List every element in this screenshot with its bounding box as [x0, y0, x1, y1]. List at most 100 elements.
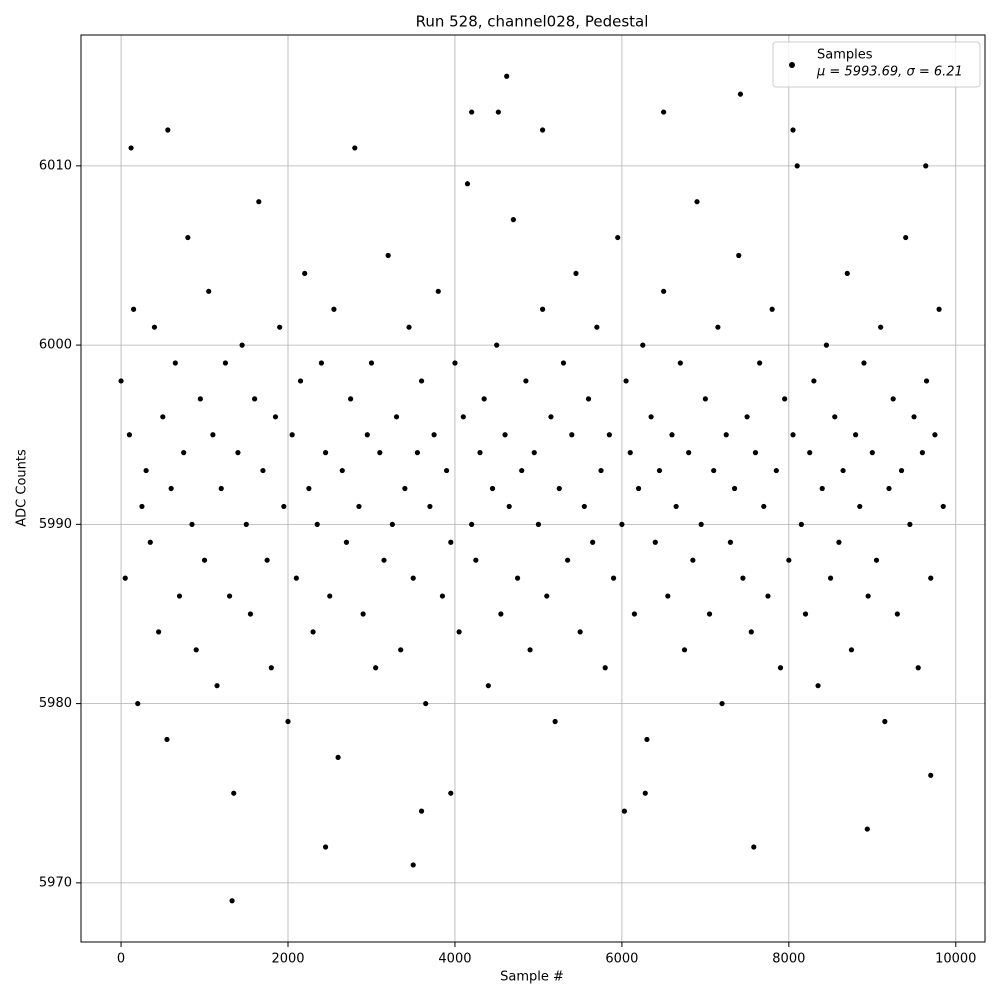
data-point [289, 432, 295, 438]
data-point [786, 557, 792, 563]
data-point [861, 360, 867, 366]
data-point [469, 521, 475, 527]
data-point [548, 414, 554, 420]
data-point [527, 647, 533, 653]
data-point [873, 557, 880, 563]
data-point [439, 593, 446, 599]
data-point [226, 593, 233, 599]
data-point [635, 485, 642, 492]
data-point [368, 360, 375, 366]
y-tick-label: 5990 [39, 517, 72, 532]
data-point [715, 324, 721, 330]
data-point [631, 611, 638, 617]
data-point [418, 808, 425, 814]
data-point [410, 575, 416, 581]
data-point [118, 378, 124, 384]
data-point [790, 127, 796, 133]
x-tick-label: 6000 [605, 952, 638, 967]
data-point [418, 378, 425, 384]
data-point [777, 665, 784, 671]
data-point [928, 575, 934, 581]
data-point [752, 450, 759, 456]
data-point [523, 378, 529, 384]
data-point [694, 199, 700, 205]
data-point [585, 396, 592, 402]
data-point [381, 557, 387, 563]
data-point [318, 360, 324, 366]
data-point [621, 808, 628, 814]
data-point [165, 127, 171, 133]
data-point [364, 432, 370, 438]
y-tick-label: 6010 [39, 158, 72, 173]
data-point [235, 450, 241, 456]
data-point [886, 485, 892, 492]
data-point [932, 432, 938, 438]
data-point [243, 521, 249, 527]
data-point [218, 485, 224, 492]
data-point [160, 414, 166, 420]
data-point [469, 109, 475, 115]
data-point [122, 575, 128, 581]
data-point [473, 557, 479, 563]
data-point [644, 736, 650, 743]
x-tick-label: 0 [117, 952, 125, 967]
data-point [642, 790, 648, 796]
data-point [790, 432, 796, 438]
data-point [811, 378, 817, 384]
y-tick-label: 5980 [39, 696, 72, 711]
data-point [229, 898, 235, 904]
data-point [539, 127, 546, 133]
data-point [277, 324, 283, 330]
legend-box [772, 41, 981, 88]
data-point [164, 736, 170, 743]
data-point [210, 432, 216, 438]
data-point [495, 109, 501, 115]
data-point [247, 611, 254, 617]
data-point [661, 109, 667, 115]
data-point [556, 485, 562, 492]
data-point [686, 450, 692, 456]
data-point [539, 306, 546, 312]
data-point [414, 450, 420, 456]
data-point [748, 629, 754, 635]
data-point [519, 467, 525, 474]
data-point [360, 611, 366, 617]
data-point [827, 575, 834, 581]
data-point [623, 378, 629, 384]
data-point [594, 324, 600, 330]
data-point [377, 450, 383, 456]
data-point [627, 450, 633, 456]
data-point [385, 252, 391, 259]
data-point [176, 593, 183, 599]
x-tick-label: 10000 [935, 952, 976, 967]
data-point [306, 485, 312, 492]
data-point [690, 557, 696, 563]
data-point [435, 288, 441, 294]
data-point [577, 629, 583, 635]
data-point [373, 665, 379, 671]
data-point [410, 862, 416, 868]
data-point [773, 467, 779, 474]
data-point [602, 665, 608, 671]
data-point [794, 163, 800, 169]
data-point [494, 342, 500, 348]
data-point [239, 342, 245, 348]
data-point [598, 467, 604, 474]
data-point [903, 234, 909, 241]
data-point [615, 234, 621, 241]
data-point [427, 503, 433, 510]
chart-title: Run 528, channel028, Pedestal [416, 13, 649, 31]
legend-marker [789, 62, 795, 68]
data-point [535, 521, 542, 527]
data-point [853, 432, 859, 438]
data-point [740, 575, 746, 581]
data-point [181, 450, 187, 456]
data-point [919, 450, 925, 456]
data-point [389, 521, 395, 527]
data-point [168, 485, 174, 492]
y-tick-label: 6000 [39, 338, 72, 353]
data-point [878, 324, 884, 330]
data-point [498, 611, 504, 617]
data-point [156, 629, 162, 635]
